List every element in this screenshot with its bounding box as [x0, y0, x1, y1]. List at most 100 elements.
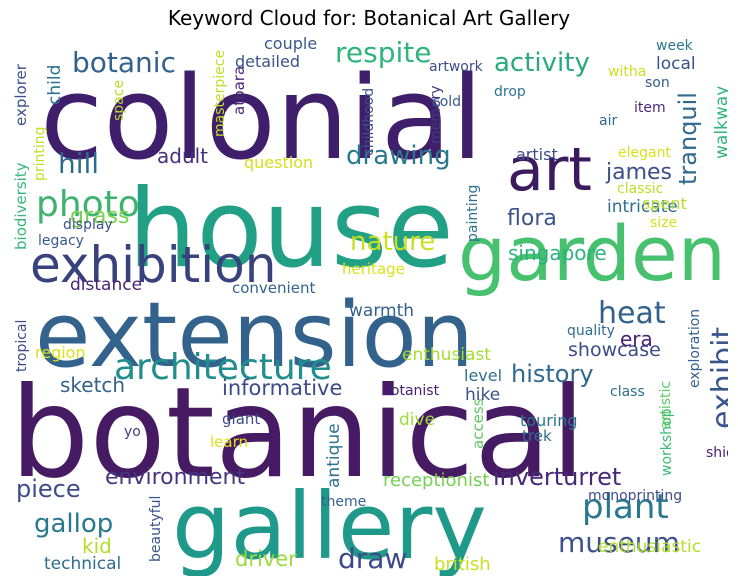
word-heat: heat [598, 296, 666, 331]
word-explorer: explorer [12, 63, 30, 126]
word-walkway: walkway [712, 86, 728, 159]
word-biodiversity: biodiversity [12, 162, 30, 250]
word-level: level [464, 366, 502, 385]
word-british: british [434, 554, 491, 575]
word-couple: couple [264, 36, 317, 53]
word-painting: painting [465, 185, 481, 242]
word-cloud: colonial house botanical extension gallery ga… [10, 36, 728, 576]
word-childhood: childhood [361, 88, 377, 156]
word-architecture: architecture [114, 347, 332, 388]
word-spent: spent [642, 194, 687, 213]
word-house: house [128, 167, 454, 292]
word-technical: technical [44, 554, 121, 574]
word-heritage: heritage [342, 260, 405, 278]
word-activity: activity [494, 48, 590, 78]
word-convenient: convenient [232, 279, 315, 297]
word-workshop: workshop [659, 408, 675, 476]
word-shiok: shiok [706, 445, 728, 461]
word-grass: grass [70, 204, 129, 229]
word-classic: classic [617, 181, 663, 197]
word-nature: nature [350, 227, 435, 257]
word-exhibit: exhibit [706, 327, 728, 429]
word-legacy: legacy [38, 233, 84, 249]
word-kid: kid [82, 534, 112, 558]
word-size: size [650, 215, 677, 231]
word-space: space [111, 80, 127, 121]
word-enthusiast: enthusiast [402, 345, 491, 365]
word-cold: cold [432, 94, 461, 110]
word-driver: driver [235, 547, 297, 571]
word-museum: museum [558, 526, 680, 559]
word-showcase: showcase [568, 339, 661, 361]
word-drop: drop [494, 84, 526, 100]
word-yo: yo [124, 424, 141, 440]
word-region: region [35, 343, 86, 362]
word-distance: distance [70, 275, 142, 295]
word-photo: photo [36, 184, 140, 225]
word-elegant: elegant [618, 145, 671, 161]
word-intricate: intricate [607, 197, 678, 217]
word-era: era [620, 327, 653, 351]
word-gallop: gallop [34, 509, 113, 539]
word-gallery: gallery [172, 473, 487, 576]
word-son: son [645, 75, 670, 91]
word-garden: garden [458, 209, 726, 298]
word-artistic: artistic [658, 381, 674, 429]
word-receptionist: receptionist [383, 470, 489, 491]
word-display: display [63, 217, 113, 233]
word-plant: plant [582, 487, 669, 527]
word-informative: informative [222, 376, 342, 400]
word-antique: antique [324, 423, 344, 488]
word-memory: memory [428, 86, 444, 145]
word-witha: witha [608, 64, 646, 80]
word-history: history [511, 360, 594, 388]
word-detailed: detailed [235, 52, 300, 71]
word-botanist: botanist [382, 383, 440, 399]
word-giant: giant [222, 410, 260, 428]
word-week: week [656, 38, 694, 54]
word-monoprinting: monoprinting [588, 488, 682, 504]
word-tranquil: tranquil [674, 92, 702, 185]
word-theme: theme [321, 494, 366, 510]
word-local: local [656, 54, 696, 74]
word-artwork: artwork [429, 59, 484, 75]
word-flora: flora [507, 206, 557, 231]
word-tropical: tropical [14, 320, 30, 372]
word-exhibition: exhibition [30, 236, 276, 294]
word-trek: trek [522, 427, 552, 445]
word-art: art [507, 135, 592, 205]
word-hill: hill [58, 147, 99, 180]
word-exploration: exploration [687, 309, 703, 388]
word-james: james [605, 160, 672, 185]
word-extension: extension [35, 283, 474, 388]
chart-title: Keyword Cloud for: Botanical Art Gallery [167, 6, 571, 30]
word-enthusiastic: enthusiastic [598, 537, 701, 557]
word-respite: respite [335, 36, 431, 69]
word-piece: piece [16, 475, 81, 503]
word-adult: adult [157, 144, 208, 168]
word-hike: hike [465, 385, 500, 405]
word-item: item [634, 100, 666, 116]
word-artist: artist [516, 145, 558, 164]
word-question: question [244, 153, 313, 172]
word-sketch: sketch [60, 373, 125, 397]
word-masterpiece: masterpiece [212, 50, 228, 137]
word-inverturret: inverturret [493, 463, 621, 491]
word-access: access [469, 398, 487, 449]
word-touring: touring [520, 411, 578, 430]
word-quality: quality [567, 323, 615, 339]
word-drawing: drawing [346, 141, 451, 171]
word-child: child [45, 65, 65, 105]
word-colonial: colonial [40, 52, 483, 186]
word-dive: dive [399, 410, 435, 430]
word-printing: printing [32, 126, 48, 181]
word-air: air [599, 113, 617, 129]
word-botanic: botanic [72, 46, 176, 79]
word-draw: draw [338, 542, 407, 575]
word-class: class [610, 384, 645, 400]
word-environment: environment [105, 465, 245, 490]
word-atbara: atbara [230, 66, 248, 115]
word-botanical: botanical [10, 361, 585, 506]
word-warmth: warmth [349, 301, 414, 321]
